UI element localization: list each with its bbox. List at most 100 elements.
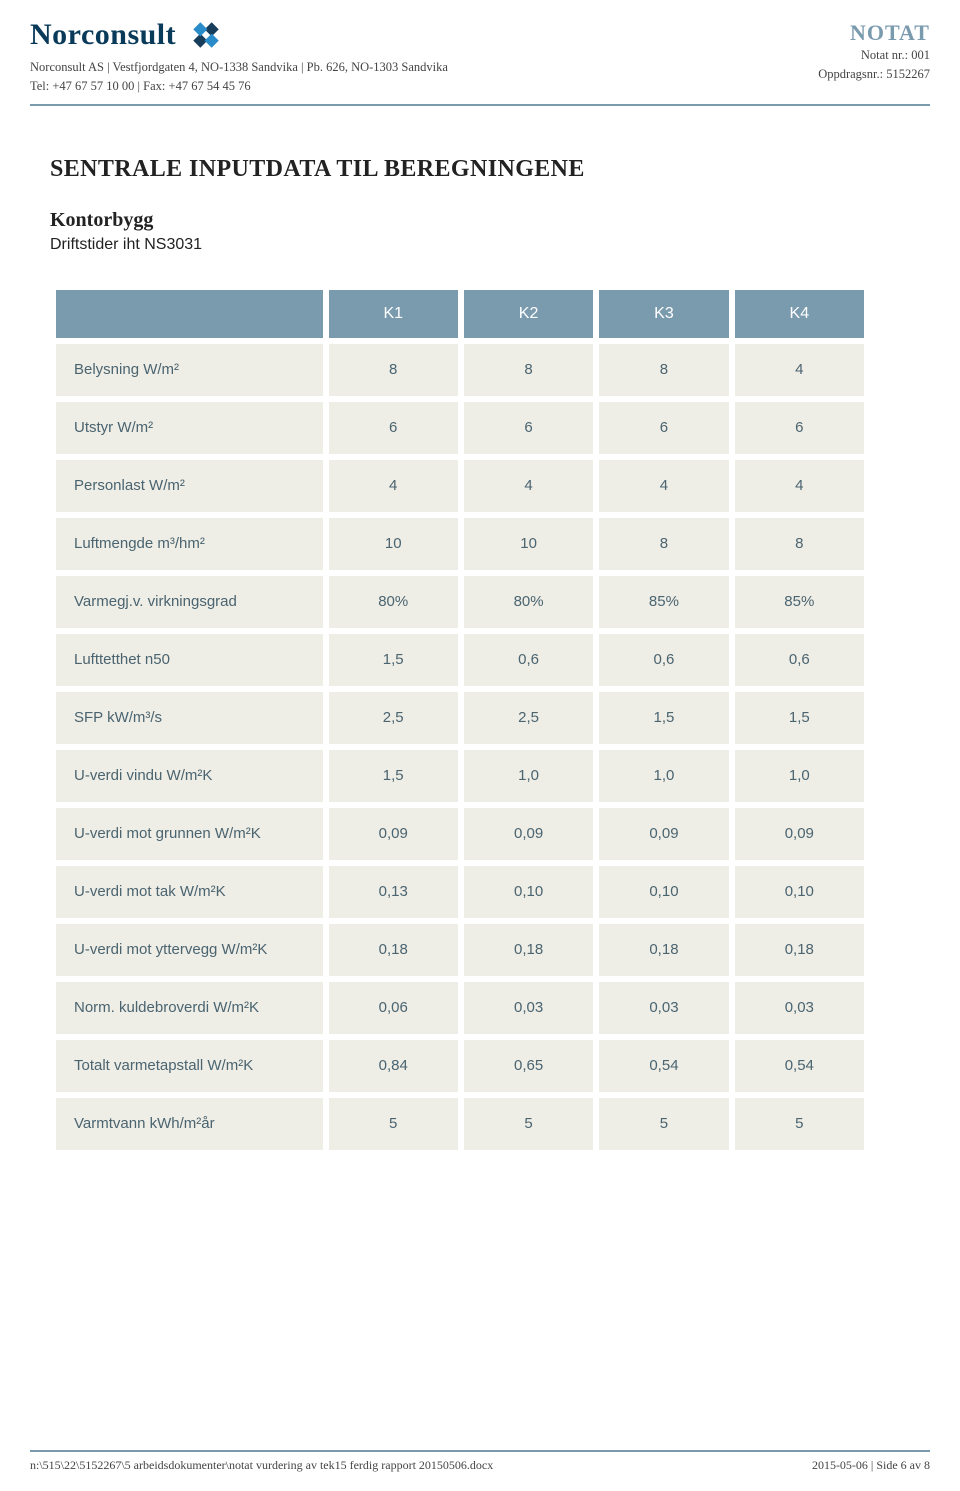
table-cell: 0,54 <box>735 1040 864 1092</box>
table-cell: 0,13 <box>329 866 458 918</box>
table-cell: 1,0 <box>464 750 593 802</box>
table-cell: 1,5 <box>329 634 458 686</box>
row-label: Varmegj.v. virkningsgrad <box>56 576 323 628</box>
table-row: U-verdi mot grunnen W/m²K0,090,090,090,0… <box>56 808 864 860</box>
row-label: U-verdi mot yttervegg W/m²K <box>56 924 323 976</box>
table-cell: 6 <box>599 402 728 454</box>
table-cell: 0,6 <box>735 634 864 686</box>
table-cell: 0,09 <box>329 808 458 860</box>
input-data-table: K1 K2 K3 K4 Belysning W/m²8884Utstyr W/m… <box>50 284 870 1156</box>
table-cell: 8 <box>735 518 864 570</box>
table-row: Totalt varmetapstall W/m²K0,840,650,540,… <box>56 1040 864 1092</box>
footer-path: n:\515\22\5152267\5 arbeidsdokumenter\no… <box>30 1458 493 1473</box>
row-label: Luftmengde m³/hm² <box>56 518 323 570</box>
table-cell: 0,54 <box>599 1040 728 1092</box>
table-cell: 80% <box>329 576 458 628</box>
table-cell: 5 <box>735 1098 864 1150</box>
row-label: SFP kW/m³/s <box>56 692 323 744</box>
table-cell: 5 <box>464 1098 593 1150</box>
table-row: Belysning W/m²8884 <box>56 344 864 396</box>
table-cell: 4 <box>464 460 593 512</box>
table-row: U-verdi mot yttervegg W/m²K0,180,180,180… <box>56 924 864 976</box>
table-cell: 0,10 <box>464 866 593 918</box>
row-label: U-verdi mot grunnen W/m²K <box>56 808 323 860</box>
table-cell: 1,0 <box>599 750 728 802</box>
table-cell: 8 <box>329 344 458 396</box>
table-row: Norm. kuldebroverdi W/m²K0,060,030,030,0… <box>56 982 864 1034</box>
table-row: SFP kW/m³/s2,52,51,51,5 <box>56 692 864 744</box>
table-cell: 1,0 <box>735 750 864 802</box>
table-cell: 8 <box>599 344 728 396</box>
table-cell: 2,5 <box>329 692 458 744</box>
table-cell: 1,5 <box>735 692 864 744</box>
table-cell: 0,09 <box>464 808 593 860</box>
table-cell: 0,03 <box>464 982 593 1034</box>
company-logo-text: Norconsult <box>30 18 176 52</box>
row-label: Norm. kuldebroverdi W/m²K <box>56 982 323 1034</box>
table-cell: 0,18 <box>599 924 728 976</box>
row-label: Utstyr W/m² <box>56 402 323 454</box>
table-cell: 4 <box>735 460 864 512</box>
table-cell: 0,09 <box>735 808 864 860</box>
header-oppdragsnr: Oppdragsnr.: 5152267 <box>818 65 930 84</box>
table-row: Varmtvann kWh/m²år5555 <box>56 1098 864 1150</box>
table-cell: 4 <box>329 460 458 512</box>
table-header-blank <box>56 290 323 338</box>
table-header-k3: K3 <box>599 290 728 338</box>
table-cell: 4 <box>735 344 864 396</box>
document-footer: n:\515\22\5152267\5 arbeidsdokumenter\no… <box>30 1450 930 1473</box>
table-cell: 6 <box>735 402 864 454</box>
table-header-k1: K1 <box>329 290 458 338</box>
table-header-k2: K2 <box>464 290 593 338</box>
table-cell: 4 <box>599 460 728 512</box>
row-label: Varmtvann kWh/m²år <box>56 1098 323 1150</box>
table-row: Varmegj.v. virkningsgrad80%80%85%85% <box>56 576 864 628</box>
table-cell: 0,65 <box>464 1040 593 1092</box>
table-cell: 1,5 <box>599 692 728 744</box>
table-row: Lufttetthet n501,50,60,60,6 <box>56 634 864 686</box>
page-title: SENTRALE INPUTDATA TIL BEREGNINGENE <box>50 156 910 183</box>
header-notat-nr: Notat nr.: 001 <box>818 46 930 65</box>
table-cell: 8 <box>599 518 728 570</box>
table-cell: 6 <box>329 402 458 454</box>
table-cell: 8 <box>464 344 593 396</box>
row-label: U-verdi vindu W/m²K <box>56 750 323 802</box>
table-cell: 2,5 <box>464 692 593 744</box>
table-row: U-verdi mot tak W/m²K0,130,100,100,10 <box>56 866 864 918</box>
table-cell: 6 <box>464 402 593 454</box>
table-cell: 0,09 <box>599 808 728 860</box>
table-cell: 1,5 <box>329 750 458 802</box>
row-label: Belysning W/m² <box>56 344 323 396</box>
table-row: Luftmengde m³/hm²101088 <box>56 518 864 570</box>
header-notat: NOTAT <box>818 20 930 46</box>
table-cell: 0,18 <box>735 924 864 976</box>
table-cell: 85% <box>735 576 864 628</box>
table-header-k4: K4 <box>735 290 864 338</box>
table-cell: 85% <box>599 576 728 628</box>
table-row: Utstyr W/m²6666 <box>56 402 864 454</box>
row-label: U-verdi mot tak W/m²K <box>56 866 323 918</box>
company-logo-icon <box>186 18 226 52</box>
table-row: Personlast W/m²4444 <box>56 460 864 512</box>
table-cell: 5 <box>329 1098 458 1150</box>
table-cell: 80% <box>464 576 593 628</box>
table-cell: 0,6 <box>599 634 728 686</box>
table-cell: 10 <box>464 518 593 570</box>
row-label: Personlast W/m² <box>56 460 323 512</box>
table-cell: 0,10 <box>735 866 864 918</box>
table-cell: 10 <box>329 518 458 570</box>
row-label: Totalt varmetapstall W/m²K <box>56 1040 323 1092</box>
table-cell: 0,84 <box>329 1040 458 1092</box>
table-cell: 0,03 <box>599 982 728 1034</box>
row-label: Lufttetthet n50 <box>56 634 323 686</box>
table-cell: 0,18 <box>329 924 458 976</box>
table-cell: 0,10 <box>599 866 728 918</box>
table-cell: 0,03 <box>735 982 864 1034</box>
company-address: Norconsult AS | Vestfjordgaten 4, NO-133… <box>30 58 818 77</box>
footer-page-info: 2015-05-06 | Side 6 av 8 <box>812 1458 930 1473</box>
table-cell: 0,18 <box>464 924 593 976</box>
section-subtitle2: Driftstider iht NS3031 <box>50 236 910 254</box>
table-cell: 0,6 <box>464 634 593 686</box>
section-subtitle: Kontorbygg <box>50 209 910 232</box>
table-row: U-verdi vindu W/m²K1,51,01,01,0 <box>56 750 864 802</box>
